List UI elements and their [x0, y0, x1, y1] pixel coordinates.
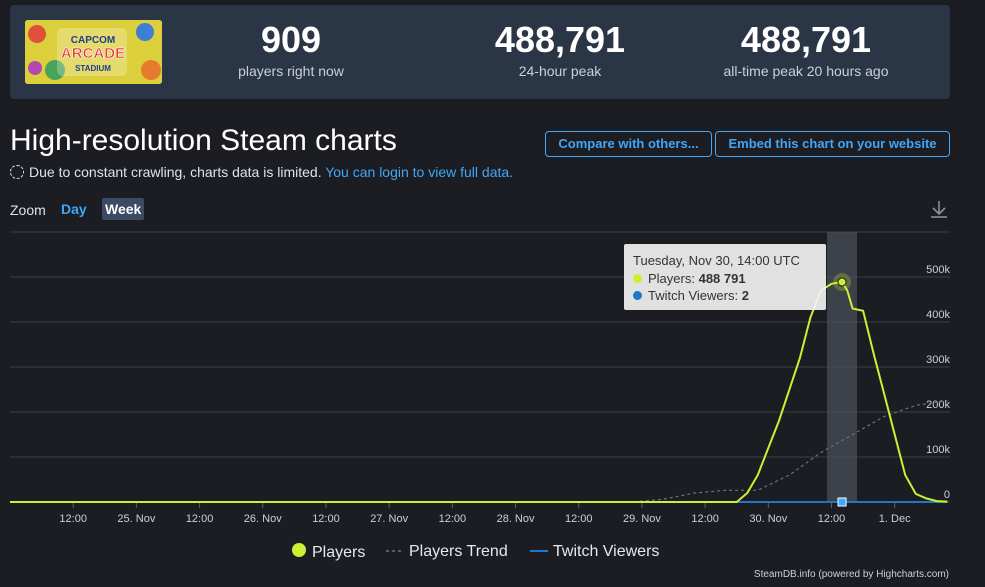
zoom-day-button[interactable]: Day	[61, 201, 87, 217]
tooltip-twitch-row: Twitch Viewers: 2	[633, 288, 749, 303]
tooltip-date: Tuesday, Nov 30, 14:00 UTC	[633, 253, 800, 268]
stat-current-players: 909 players right now	[210, 19, 372, 79]
stat-all-time-peak: 488,791 all-time peak 20 hours ago	[700, 19, 912, 79]
hover-band	[827, 232, 858, 502]
stat-label: all-time peak 20 hours ago	[723, 63, 889, 79]
y-tick-label: 100k	[926, 444, 950, 456]
x-tick-label: 29. Nov	[623, 513, 661, 525]
legend-item-twitch[interactable]: Twitch Viewers	[530, 543, 659, 561]
y-tick-label: 200k	[926, 399, 950, 411]
notice-text: Due to constant crawling, charts data is…	[29, 164, 322, 180]
legend-label: Twitch Viewers	[553, 543, 660, 560]
data-limited-notice: Due to constant crawling, charts data is…	[10, 164, 513, 180]
twitch-dot-icon	[633, 291, 642, 300]
svg-text:CAPCOM: CAPCOM	[71, 35, 115, 46]
player-chart[interactable]: 0 100k 200k 300k 400k 500k 12:00 25. Nov 12:00 26…	[0, 228, 985, 540]
embed-chart-button[interactable]: Embed this chart on your website	[715, 131, 950, 157]
tooltip-twitch-value: 2	[741, 288, 749, 303]
stat-24h-peak: 488,791 24-hour peak	[450, 19, 670, 79]
stat-label: players right now	[238, 63, 344, 79]
zoom-week-button[interactable]: Week	[102, 198, 145, 220]
dashed-circle-icon	[10, 165, 24, 179]
series-line-players-trend	[10, 400, 948, 503]
x-tick-label: 1. Dec	[879, 513, 911, 525]
tooltip-players-value: 488 791	[698, 271, 746, 286]
page-title: High-resolution Steam charts	[10, 124, 397, 157]
game-logo[interactable]: CAPCOM ARCADE STADIUM	[25, 20, 162, 84]
x-tick-label: 12:00	[818, 513, 846, 525]
game-logo-art: CAPCOM ARCADE STADIUM	[25, 20, 162, 84]
tooltip-twitch-label: Twitch Viewers:	[648, 288, 739, 303]
series-line-players	[10, 280, 948, 503]
x-tick-label: 28. Nov	[497, 513, 535, 525]
players-point	[837, 277, 847, 287]
tooltip-players-row: Players: 488 791	[633, 271, 746, 286]
x-tick-label: 12:00	[312, 513, 340, 525]
legend-label: Players	[312, 544, 366, 561]
legend-item-trend[interactable]: Players Trend	[386, 543, 508, 561]
twitch-point	[837, 497, 847, 507]
stat-label: 24-hour peak	[518, 63, 602, 79]
svg-text:STADIUM: STADIUM	[75, 64, 111, 73]
x-tick-label: 12:00	[691, 513, 719, 525]
download-icon[interactable]	[928, 198, 950, 220]
x-tick-label: 27. Nov	[370, 513, 408, 525]
stat-value: 488,791	[494, 19, 626, 60]
zoom-label: Zoom	[10, 202, 46, 218]
tooltip-players-label: Players:	[648, 271, 695, 286]
stat-value: 909	[260, 19, 322, 60]
y-tick-label: 300k	[926, 354, 950, 366]
x-tick-label: 25. Nov	[117, 513, 155, 525]
x-tick-label: 12:00	[186, 513, 214, 525]
stats-bar: CAPCOM ARCADE STADIUM 909 players right …	[10, 5, 950, 99]
y-tick-label: 500k	[926, 264, 950, 276]
chart-tooltip: Tuesday, Nov 30, 14:00 UTC Players: 488 …	[624, 244, 826, 310]
x-tick-label: 26. Nov	[244, 513, 282, 525]
legend-item-players[interactable]: Players	[292, 543, 365, 562]
trend-legend-icon	[386, 550, 404, 552]
x-tick-label: 12:00	[439, 513, 467, 525]
x-tick-label: 30. Nov	[749, 513, 787, 525]
x-tick-label: 12:00	[565, 513, 593, 525]
stat-value: 488,791	[740, 19, 872, 60]
twitch-legend-icon	[530, 550, 548, 552]
players-dot-icon	[633, 274, 642, 283]
svg-text:ARCADE: ARCADE	[61, 45, 125, 62]
compare-button[interactable]: Compare with others...	[545, 131, 712, 157]
legend-label: Players Trend	[409, 543, 508, 560]
y-tick-label: 0	[944, 489, 950, 501]
chart-credit[interactable]: SteamDB.info (powered by Highcharts.com)	[753, 569, 949, 580]
y-tick-label: 400k	[926, 309, 950, 321]
players-legend-icon	[292, 543, 306, 557]
x-tick-label: 12:00	[59, 513, 87, 525]
login-link[interactable]: You can login to view full data.	[325, 164, 514, 180]
